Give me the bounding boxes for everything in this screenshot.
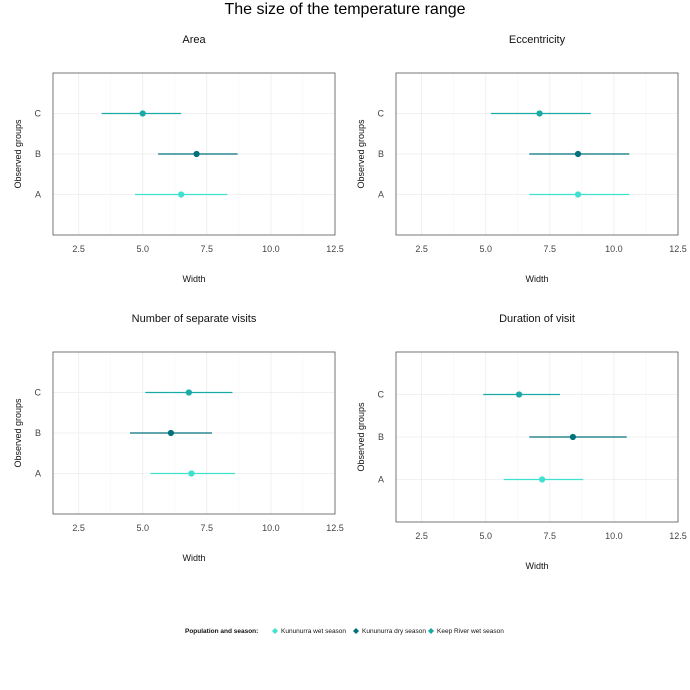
legend-swatch — [428, 628, 434, 634]
panel-frame — [52, 351, 336, 515]
x-tick-label: 5.0 — [136, 523, 149, 533]
x-tick-label: 12.5 — [669, 244, 687, 254]
point-marker — [569, 433, 576, 441]
y-tick-label: A — [378, 475, 384, 485]
point-marker — [139, 110, 146, 117]
legend-item-label: Keep River wet season — [437, 628, 504, 635]
legend: Population and season: Kununurra wet seas… — [185, 628, 504, 635]
x-axis-label: Width — [182, 553, 205, 563]
panel-frame — [52, 72, 336, 236]
y-tick-label: A — [35, 469, 41, 479]
x-tick-label: 5.0 — [479, 244, 492, 254]
x-tick-label: 2.5 — [72, 244, 85, 254]
point-marker — [188, 470, 195, 477]
x-tick-label: 2.5 — [415, 244, 428, 254]
y-tick-label: C — [35, 109, 42, 119]
point-marker — [193, 150, 200, 158]
panel-frame — [395, 351, 679, 523]
y-axis-label: Observed groups — [13, 119, 23, 189]
x-tick-label: 10.0 — [605, 531, 623, 541]
panel-4: Duration of visit 2.5 5.0 7.5 10.0 12.5 A B C Wid… — [356, 313, 687, 571]
y-axis-label: Observed groups — [356, 119, 366, 189]
y-tick-label: B — [378, 432, 384, 442]
x-tick-label: 2.5 — [415, 531, 428, 541]
x-tick-label: 7.5 — [544, 531, 557, 541]
legend-item-label: Kununurra dry season — [362, 628, 426, 635]
x-axis-label: Width — [525, 561, 548, 571]
point-marker — [539, 476, 546, 483]
panel-title: Duration of visit — [499, 313, 575, 325]
legend-title: Population and season: — [185, 628, 258, 635]
panel-title: Area — [182, 34, 206, 46]
x-tick-label: 2.5 — [72, 523, 85, 533]
legend-swatch — [353, 628, 359, 634]
x-axis-label: Width — [525, 274, 548, 284]
x-tick-label: 12.5 — [326, 523, 344, 533]
panels: Area 2.5 5.0 7.5 10.0 12.5 A B C Width Observed gr… — [13, 34, 687, 571]
point-marker — [574, 191, 582, 198]
x-tick-label: 5.0 — [479, 531, 492, 541]
point-marker — [185, 389, 192, 396]
x-tick-label: 5.0 — [136, 244, 149, 254]
panel-2: Eccentricity 2.5 5.0 7.5 10.0 12.5 A B C Width Obs… — [356, 34, 687, 284]
y-tick-label: C — [378, 109, 385, 119]
point-marker — [167, 429, 175, 437]
x-tick-label: 7.5 — [201, 244, 214, 254]
y-tick-label: B — [35, 149, 41, 159]
panel-frame — [395, 72, 679, 236]
point-marker — [536, 110, 543, 117]
y-axis-label: Observed groups — [13, 398, 23, 468]
panel-title: Number of separate visits — [132, 313, 257, 325]
x-axis-label: Width — [182, 274, 205, 284]
point-marker — [574, 150, 582, 158]
y-tick-label: C — [378, 390, 385, 400]
panel-title: Eccentricity — [509, 34, 566, 46]
panel-3: Number of separate visits 2.5 5.0 7.5 10.0 12… — [13, 313, 344, 563]
y-tick-label: A — [35, 190, 41, 200]
x-tick-label: 7.5 — [201, 523, 214, 533]
point-marker — [178, 191, 185, 198]
x-tick-label: 10.0 — [262, 523, 280, 533]
panel-1: Area 2.5 5.0 7.5 10.0 12.5 A B C Width Observed gr… — [13, 34, 344, 284]
x-tick-label: 10.0 — [605, 244, 623, 254]
legend-item-label: Kununurra wet season — [281, 628, 346, 635]
y-tick-label: A — [378, 190, 384, 200]
y-tick-label: B — [378, 149, 384, 159]
figure-title: The size of the temperature range — [224, 1, 465, 18]
x-tick-label: 12.5 — [669, 531, 687, 541]
point-marker — [515, 391, 523, 398]
y-tick-label: C — [35, 388, 42, 398]
x-tick-label: 10.0 — [262, 244, 280, 254]
y-tick-label: B — [35, 428, 41, 438]
x-tick-label: 12.5 — [326, 244, 344, 254]
x-tick-label: 7.5 — [544, 244, 557, 254]
y-axis-label: Observed groups — [356, 402, 366, 472]
legend-swatch — [272, 628, 278, 634]
